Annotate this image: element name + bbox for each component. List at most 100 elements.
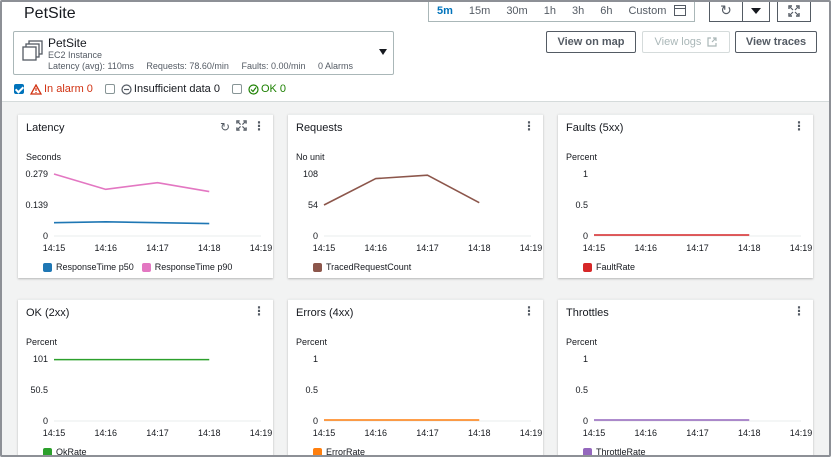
y-tick-label: 108 bbox=[303, 169, 318, 179]
node-alarms: 0 Alarms bbox=[318, 61, 354, 71]
legend-item-responsetime-p90[interactable]: ResponseTime p90 bbox=[141, 262, 233, 272]
checkbox-icon[interactable] bbox=[104, 84, 115, 94]
chart-legend: ResponseTime p50 ResponseTime p90 bbox=[43, 262, 240, 272]
legend-item-tracedrequestcount[interactable]: TracedRequestCount bbox=[313, 262, 411, 272]
x-tick-label: 14:19 bbox=[250, 243, 273, 253]
widget-title: Throttles bbox=[566, 307, 609, 319]
caret-down-icon bbox=[379, 49, 387, 55]
x-tick-label: 14:17 bbox=[416, 428, 439, 438]
refresh-interval-dropdown[interactable] bbox=[742, 2, 770, 22]
y-tick-label: 0 bbox=[313, 416, 318, 426]
time-range-6h[interactable]: 6h bbox=[600, 4, 613, 17]
x-tick-label: 14:16 bbox=[364, 243, 387, 253]
view-on-map-button[interactable]: View on map bbox=[546, 31, 636, 53]
x-tick-label: 14:15 bbox=[43, 428, 66, 438]
kebab-menu-icon[interactable]: ⋮ bbox=[523, 119, 535, 133]
filter-ok[interactable]: OK 0 bbox=[231, 83, 287, 95]
y-tick-label: 0 bbox=[43, 416, 48, 426]
check-circle-icon bbox=[248, 83, 259, 95]
y-tick-label: 54 bbox=[308, 200, 318, 210]
legend-swatch bbox=[583, 447, 592, 455]
x-tick-label: 14:19 bbox=[520, 428, 543, 438]
y-tick-label: 0 bbox=[583, 416, 588, 426]
x-tick-label: 14:19 bbox=[790, 428, 813, 438]
y-unit-label: Percent bbox=[566, 152, 598, 162]
y-unit-label: No unit bbox=[296, 152, 325, 162]
x-tick-label: 14:16 bbox=[364, 428, 387, 438]
kebab-menu-icon[interactable]: ⋮ bbox=[253, 119, 265, 133]
view-logs-label: View logs bbox=[654, 36, 702, 48]
chart-throttles: Percent 1 0.5 0 14:15 14:16 14:17 14:18 14:19 bbox=[566, 337, 813, 438]
series-line-responsetime-p90[interactable] bbox=[53, 173, 210, 193]
y-tick-label: 1 bbox=[583, 354, 588, 364]
x-tick-label: 14:18 bbox=[738, 243, 761, 253]
chart-latency: Seconds 0.279 0.139 0 14:15 14:16 14:17 14:18 14… bbox=[25, 152, 273, 253]
time-range-1h[interactable]: 1h bbox=[543, 4, 556, 17]
legend-item-errorrate[interactable]: ErrorRate bbox=[313, 447, 366, 457]
widget-requests: Requests ⋮ No unit 108 54 0 14:15 14:16 14:17 14:… bbox=[288, 114, 543, 278]
view-logs-button[interactable]: View logs bbox=[642, 31, 730, 53]
filter-insufficient-data[interactable]: Insufficient data 0 bbox=[104, 83, 220, 95]
x-tick-label: 14:15 bbox=[313, 243, 336, 253]
legend-swatch bbox=[43, 262, 52, 272]
fullscreen-button[interactable] bbox=[777, 2, 811, 22]
time-range-custom[interactable]: Custom bbox=[628, 4, 667, 17]
chart-legend: FaultRate bbox=[583, 262, 643, 272]
node-selector[interactable]: PetSite EC2 Instance Latency (avg): 110m… bbox=[13, 31, 394, 75]
legend-item-throttlerate[interactable]: ThrottleRate bbox=[583, 447, 646, 455]
time-range-30m[interactable]: 30m bbox=[506, 4, 528, 17]
chart-faults-5xx: Percent 1 0.5 0 14:15 14:16 14:17 14:18 14:19 bbox=[566, 152, 812, 253]
kebab-menu-icon[interactable]: ⋮ bbox=[253, 304, 265, 318]
node-latency: Latency (avg): 110ms bbox=[48, 61, 134, 71]
expand-icon[interactable] bbox=[236, 120, 247, 131]
widget-title: Requests bbox=[296, 122, 343, 134]
kebab-menu-icon[interactable]: ⋮ bbox=[523, 304, 535, 318]
time-range-15m[interactable]: 15m bbox=[468, 4, 491, 17]
x-tick-label: 14:18 bbox=[738, 428, 761, 438]
refresh-button[interactable]: ↻ bbox=[709, 2, 743, 22]
header-bar: PetSite 5m 15m 30m 1h 3h 6h Custom ↻ bbox=[2, 2, 829, 102]
chart-errors-4xx: Percent 1 0.5 0 14:15 14:16 14:17 14:18 14:19 bbox=[296, 337, 543, 438]
node-name: PetSite bbox=[48, 36, 87, 50]
chart-legend: OkRate bbox=[43, 447, 95, 455]
external-link-icon bbox=[707, 37, 718, 47]
x-tick-label: 14:18 bbox=[198, 243, 221, 253]
legend-item-faultrate[interactable]: FaultRate bbox=[583, 262, 635, 272]
x-tick-label: 14:17 bbox=[416, 243, 439, 253]
x-tick-label: 14:17 bbox=[686, 428, 709, 438]
checkbox-icon[interactable] bbox=[231, 84, 242, 94]
time-range-5m[interactable]: 5m bbox=[437, 4, 453, 17]
checkbox-checked-icon[interactable] bbox=[14, 84, 24, 94]
widget-title: Latency bbox=[26, 122, 65, 134]
legend-swatch bbox=[313, 447, 322, 455]
kebab-menu-icon[interactable]: ⋮ bbox=[793, 119, 805, 133]
time-range-3h[interactable]: 3h bbox=[571, 4, 585, 17]
node-requests: Requests: 78.60/min bbox=[146, 61, 229, 71]
legend-label: ErrorRate bbox=[326, 447, 366, 457]
series-line-responsetime-p50[interactable] bbox=[53, 220, 210, 225]
x-tick-label: 14:17 bbox=[686, 243, 709, 253]
y-tick-label: 0.5 bbox=[305, 385, 318, 395]
node-stats: Latency (avg): 110ms Requests: 78.60/min… bbox=[48, 61, 363, 71]
widget-errors-4xx: Errors (4xx) ⋮ Percent 1 0.5 0 14:15 14:16 14:17… bbox=[288, 299, 543, 457]
legend-item-responsetime-p50[interactable]: ResponseTime p50 bbox=[43, 262, 134, 272]
kebab-menu-icon[interactable]: ⋮ bbox=[793, 304, 805, 318]
view-traces-button[interactable]: View traces bbox=[735, 31, 817, 53]
calendar-icon[interactable] bbox=[674, 5, 687, 16]
refresh-icon[interactable]: ↻ bbox=[219, 120, 230, 134]
legend-label: ResponseTime p90 bbox=[154, 262, 233, 272]
ok-label: OK 0 bbox=[260, 83, 287, 95]
series-line-tracedrequestcount[interactable] bbox=[323, 174, 480, 206]
insufficient-data-label: Insufficient data 0 bbox=[133, 83, 220, 95]
widget-tools: ↻ bbox=[220, 120, 247, 134]
y-unit-label: Percent bbox=[566, 337, 598, 347]
x-tick-label: 14:15 bbox=[583, 428, 606, 438]
legend-label: TracedRequestCount bbox=[326, 262, 412, 272]
legend-item-okrate[interactable]: OkRate bbox=[43, 447, 87, 455]
x-tick-label: 14:16 bbox=[94, 243, 117, 253]
x-tick-label: 14:15 bbox=[313, 428, 336, 438]
x-tick-label: 14:15 bbox=[583, 243, 606, 253]
filter-in-alarm[interactable]: In alarm 0 bbox=[14, 83, 93, 95]
x-tick-label: 14:19 bbox=[250, 428, 273, 438]
